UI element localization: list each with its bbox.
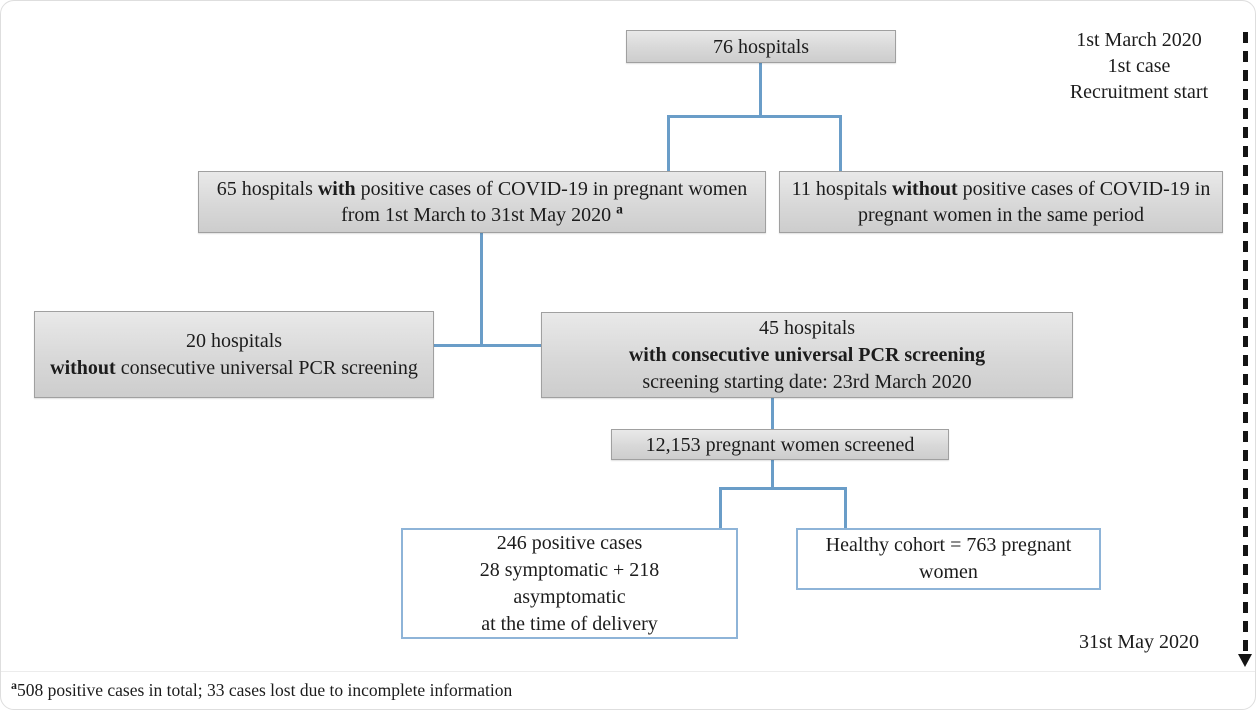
timeline-arrow-down-icon	[1238, 654, 1252, 667]
box-65-hospitals-with-cases: 65 hospitals with positive cases of COVI…	[198, 171, 766, 233]
footnote-marker: a	[11, 678, 17, 693]
box-positive-line3: asymptomatic	[513, 585, 626, 608]
box-45-line2: with consecutive universal PCR screening	[628, 343, 986, 366]
box-76-hospitals-text: 76 hospitals	[712, 35, 810, 58]
connector-screened-down	[771, 459, 774, 489]
box-45-line3: screening starting date: 23rd March 2020	[642, 370, 972, 393]
footnote: a508 positive cases in total; 33 cases l…	[11, 678, 771, 701]
box-11-hospitals-without-cases: 11 hospitals without positive cases of C…	[779, 171, 1223, 233]
connector-to-positive	[719, 487, 722, 529]
connector-to-healthy	[844, 487, 847, 529]
footnote-text: 508 positive cases in total; 33 cases lo…	[16, 680, 513, 700]
box-healthy-cohort: Healthy cohort = 763 pregnant women	[796, 528, 1101, 590]
box-screened-women: 12,153 pregnant women screened	[611, 429, 949, 460]
box-76-hospitals: 76 hospitals	[626, 30, 896, 63]
connector-split-top	[667, 115, 842, 118]
connector-split-middle	[434, 344, 541, 347]
connector-split-bottom	[719, 487, 847, 490]
box-positive-line1: 246 positive cases	[496, 531, 643, 554]
connector-screening-down	[771, 397, 774, 430]
timeline-end-annotation: 31st May 2020	[1041, 629, 1237, 655]
box-11-text: 11 hospitals without positive cases of C…	[791, 178, 1211, 226]
box-screened-text: 12,153 pregnant women screened	[645, 433, 915, 456]
timeline-dashed-line	[1243, 32, 1248, 654]
connector-total-down	[759, 62, 762, 117]
connector-withcases-down	[480, 232, 483, 346]
box-45-hospitals-screening: 45 hospitals with consecutive universal …	[541, 312, 1073, 398]
box-20-hospitals-no-screening: 20 hospitals without consecutive univers…	[34, 311, 434, 398]
timeline-first-case: 1st case	[1107, 55, 1171, 77]
connector-to-without-cases	[839, 115, 842, 172]
box-45-line1: 45 hospitals	[758, 316, 856, 339]
timeline-start-date: 1st March 2020	[1076, 29, 1202, 51]
footnote-divider	[1, 671, 1255, 672]
box-healthy-text: Healthy cohort = 763 pregnant women	[825, 534, 1072, 583]
box-positive-cases: 246 positive cases 28 symptomatic + 218 …	[401, 528, 738, 639]
timeline-recruitment: Recruitment start	[1069, 81, 1209, 103]
box-20-line2: without consecutive universal PCR screen…	[50, 356, 418, 379]
box-20-line1: 20 hospitals	[185, 329, 283, 352]
connector-to-with-cases	[667, 115, 670, 172]
box-65-text: 65 hospitals with positive cases of COVI…	[216, 178, 748, 226]
timeline-start-annotation: 1st March 2020 1st case Recruitment star…	[1041, 27, 1237, 105]
box-positive-line4: at the time of delivery	[481, 612, 658, 635]
timeline-end-date: 31st May 2020	[1079, 631, 1199, 653]
box-positive-line2: 28 symptomatic + 218	[479, 558, 660, 581]
